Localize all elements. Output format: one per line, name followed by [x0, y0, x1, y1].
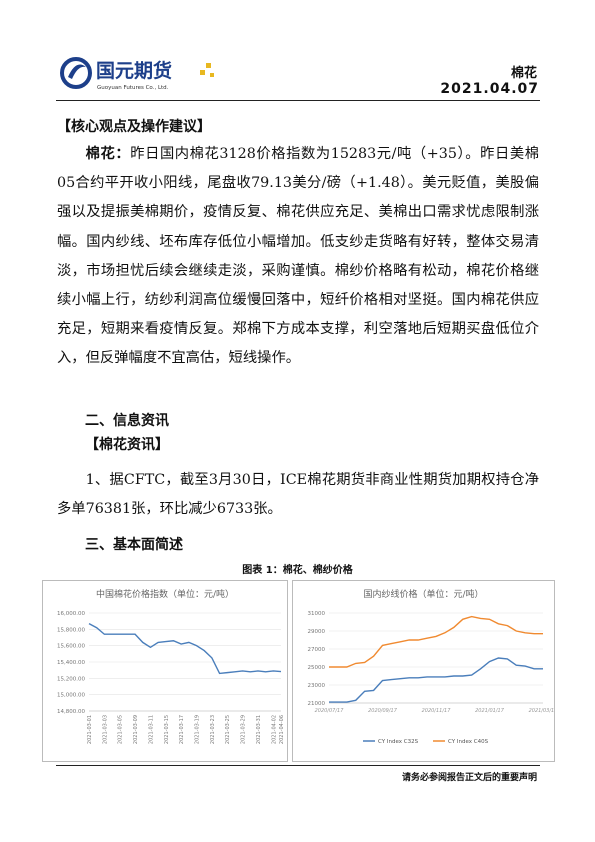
company-name: 国元期货 [96, 59, 172, 82]
section-heading: 三、基本面简述 [85, 537, 183, 553]
text: 昨日国内棉花3128价格指数为15283元/吨（+35）。昨日美棉05合约平开收… [57, 146, 540, 367]
x-tick-label: 2021/03/17 [529, 708, 555, 714]
y-tick-label: 21000 [308, 701, 326, 707]
y-tick-label: 15,000.00 [57, 693, 85, 699]
y-tick-label: 25000 [308, 665, 326, 671]
y-tick-label: 23000 [308, 683, 326, 689]
y-tick-label: 15,600.00 [57, 644, 85, 650]
y-tick-label: 14,800.00 [57, 709, 85, 715]
logo-dot [210, 73, 214, 77]
legend-label: CY Index C32S [378, 739, 419, 745]
figure-caption: 图表 1：棉花、棉纱价格 [242, 565, 353, 576]
x-tick-label: 2021-03-05 [118, 715, 124, 744]
y-tick-label: 27000 [308, 647, 326, 653]
x-tick-label: 2021-03-31 [256, 715, 262, 744]
x-tick-label: 2021-03-17 [179, 715, 185, 744]
x-tick-label: 2021-03-25 [225, 715, 231, 744]
logo-dot [206, 63, 211, 68]
y-tick-label: 31000 [308, 611, 326, 617]
chart: 中国棉花价格指数（单位：元/吨） 14,800.00 15,000.00 15,200… [42, 580, 288, 762]
logo: 国元期货 Guoyuan Futures Co., Ltd. [60, 57, 214, 91]
x-tick-label: 2021-03-01 [87, 715, 93, 744]
logo-ring [60, 57, 92, 89]
y-tick-label: 15,800.00 [57, 627, 85, 633]
x-tick-label: 2021-03-19 [195, 715, 201, 744]
line-series [329, 657, 543, 703]
footer-rule [56, 765, 540, 766]
sub-heading: 【棉花资讯】 [85, 437, 169, 453]
section-heading: 【核心观点及操作建议】 [57, 119, 211, 135]
y-tick-label: 29000 [308, 629, 326, 635]
paragraph: 1、据CFTC，截至3月30日，ICE棉花期货非商业性期货加期权持仓净多单763… [57, 472, 539, 518]
x-tick-label: 2021-03-23 [210, 715, 216, 744]
x-tick-label: 2020/09/17 [368, 708, 398, 714]
topic: 棉花 [510, 66, 537, 81]
x-tick-label: 2020/11/17 [422, 708, 452, 714]
y-tick-label: 16,000.00 [57, 611, 85, 617]
x-tick-label: 2021-03-29 [241, 715, 247, 744]
paragraph: 棉花：昨日国内棉花3128价格指数为15283元/吨（+35）。昨日美棉05合约… [57, 140, 539, 374]
chart-title: 中国棉花价格指数（单位：元/吨） [96, 588, 234, 600]
x-tick-label: 2020/07/17 [315, 708, 345, 714]
company-en: Guoyuan Futures Co., Ltd. [97, 85, 169, 91]
y-tick-label: 15,200.00 [57, 676, 85, 682]
logo-swoosh [68, 64, 86, 79]
x-tick-label: 2021-03-15 [164, 715, 170, 744]
logo-dot [200, 70, 205, 75]
line-series [329, 615, 543, 668]
footer: 请务必参阅报告正文后的重要声明 [401, 773, 537, 783]
chart: 国内纱线价格（单位：元/吨） 21000 23000 25000 27000 29000 3… [292, 580, 555, 762]
y-tick-label: 15,400.00 [57, 660, 85, 666]
x-tick-label: 2021-03-09 [133, 715, 139, 744]
chart-title: 国内纱线价格（单位：元/吨） [363, 588, 483, 600]
date: 2021.04.07 [440, 81, 539, 97]
header-rule [56, 100, 540, 101]
x-tick-label: 2021-04-06 [279, 715, 285, 744]
x-tick-label: 2021-03-03 [102, 715, 108, 744]
x-tick-label: 2021-04-02 [271, 715, 277, 744]
x-tick-label: 2021-03-11 [148, 715, 154, 744]
legend-label: CY Index C40S [448, 739, 489, 745]
section-heading: 二、信息资讯 [85, 413, 169, 429]
x-tick-label: 2021/01/17 [475, 708, 505, 714]
line-series [88, 622, 282, 675]
lead: 棉花： [85, 146, 131, 162]
